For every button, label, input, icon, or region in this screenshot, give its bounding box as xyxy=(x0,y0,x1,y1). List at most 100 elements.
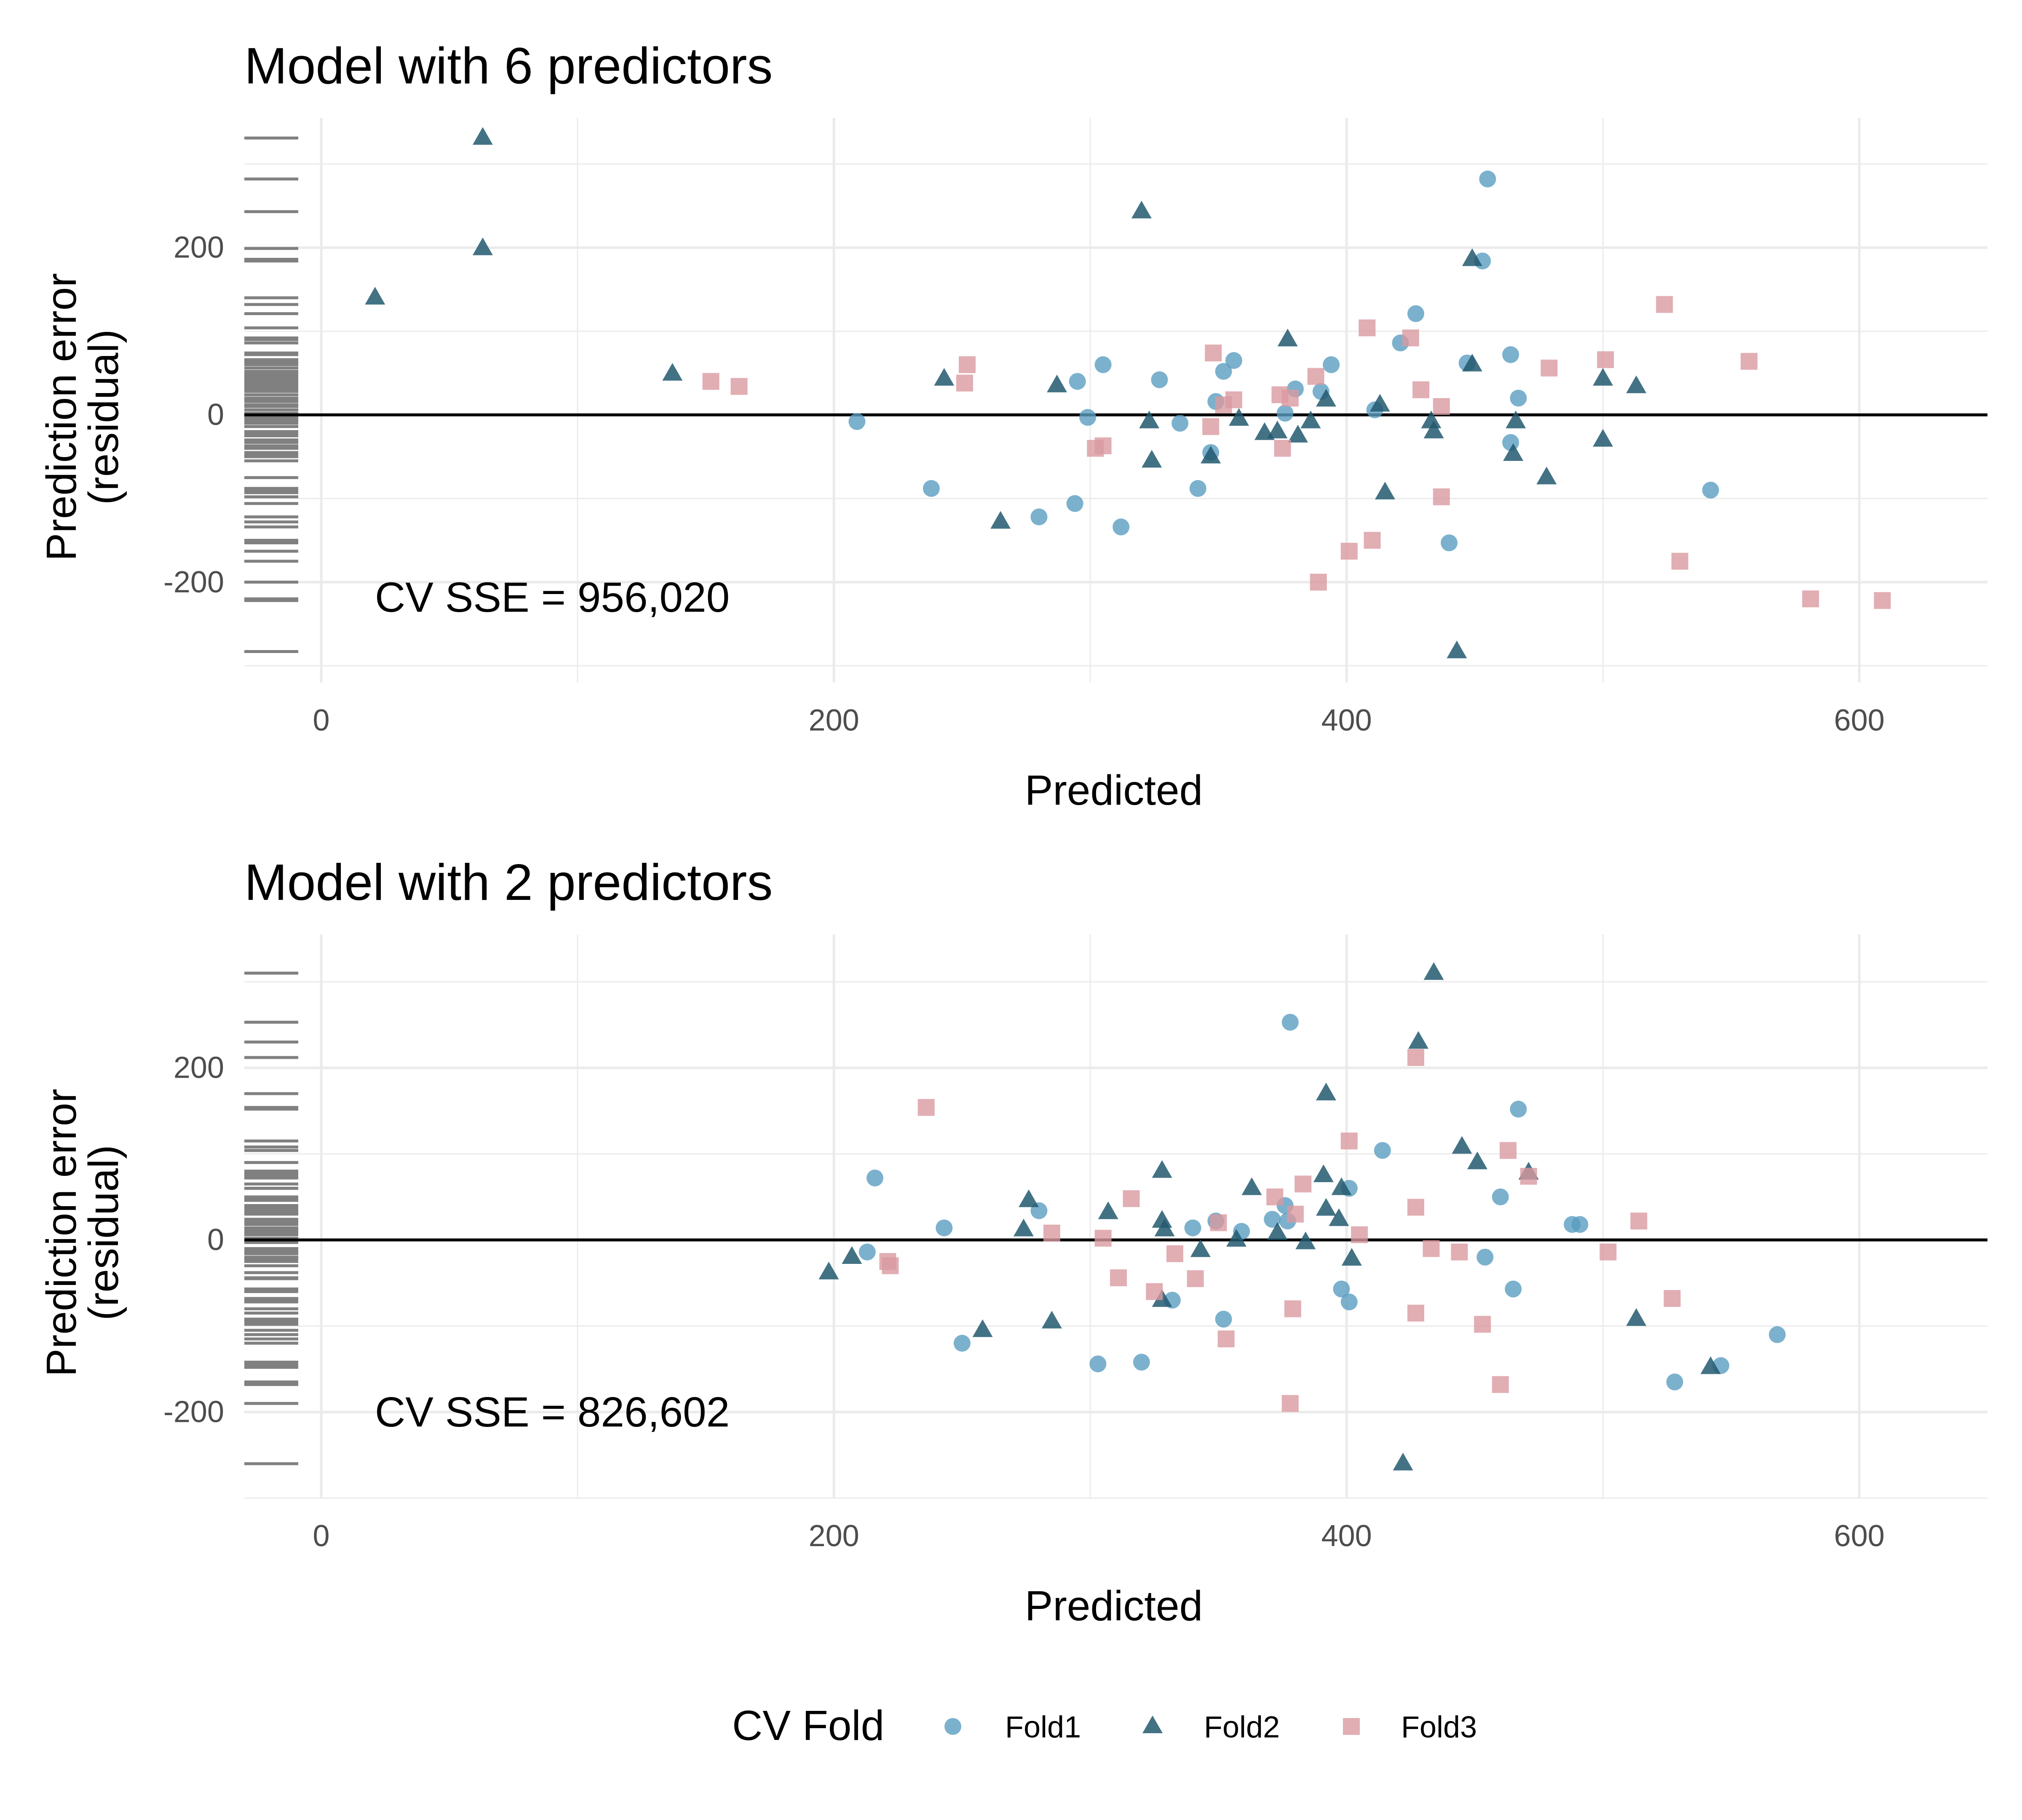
point-fold2 xyxy=(1229,408,1249,426)
point-fold3 xyxy=(1671,553,1688,570)
point-fold2 xyxy=(1369,393,1390,412)
point-fold2 xyxy=(1226,1229,1247,1247)
point-fold1 xyxy=(1502,346,1519,363)
point-fold2 xyxy=(1626,375,1647,393)
point-fold3 xyxy=(882,1257,899,1274)
point-fold1 xyxy=(1510,390,1527,407)
residual-rug xyxy=(244,136,298,653)
point-fold2 xyxy=(1462,248,1482,266)
point-fold2 xyxy=(1593,429,1613,447)
point-fold2 xyxy=(1190,1239,1211,1257)
point-fold2 xyxy=(1447,640,1467,658)
point-fold3 xyxy=(1599,1243,1617,1261)
point-fold2 xyxy=(365,286,385,305)
point-fold1 xyxy=(866,1170,883,1187)
y-axis-title: Prediction error (residual) xyxy=(38,273,127,561)
point-fold1 xyxy=(1133,1354,1150,1371)
point-fold3 xyxy=(1205,344,1222,361)
point-fold3 xyxy=(1656,296,1673,313)
point-fold1 xyxy=(1769,1326,1786,1343)
legend-item-fold1: Fold1 xyxy=(944,1710,1081,1744)
x-tick-label: 600 xyxy=(1834,704,1885,737)
point-fold3 xyxy=(1364,532,1381,549)
point-fold1 xyxy=(1184,1219,1201,1237)
y-tick-label: -200 xyxy=(163,1395,224,1429)
point-fold3 xyxy=(1664,1290,1681,1307)
point-fold1 xyxy=(1276,404,1294,422)
y-tick-label: 200 xyxy=(174,231,224,265)
point-fold1 xyxy=(1089,1355,1107,1373)
point-fold3 xyxy=(917,1099,935,1116)
residual-panel-6-predictors: Model with 6 predictors -200 0 200 0 200 400… xyxy=(38,37,1987,814)
point-fold2 xyxy=(1300,410,1321,428)
cv-sse-annotation: CV SSE = 826,602 xyxy=(375,1389,730,1436)
point-fold1 xyxy=(1479,170,1496,187)
x-tick-label: 400 xyxy=(1321,1519,1372,1553)
point-fold2 xyxy=(1423,420,1444,439)
point-fold2 xyxy=(472,237,493,255)
legend-item-fold2: Fold2 xyxy=(1142,1710,1280,1744)
point-fold3 xyxy=(1274,440,1291,457)
panel-title: Model with 6 predictors xyxy=(244,37,773,94)
x-axis-title: Predicted xyxy=(1025,1582,1203,1630)
point-fold2 xyxy=(1277,329,1298,347)
point-fold1 xyxy=(1702,482,1719,499)
point-fold2 xyxy=(1142,450,1162,468)
point-fold2 xyxy=(1329,1208,1349,1226)
point-fold2 xyxy=(1408,1031,1429,1049)
point-fold3 xyxy=(1043,1224,1060,1242)
legend-label: Fold3 xyxy=(1401,1710,1477,1744)
point-fold3 xyxy=(1351,1226,1368,1243)
x-tick-labels: 0 200 400 600 xyxy=(313,704,1885,737)
point-fold3 xyxy=(1359,319,1376,337)
point-fold1 xyxy=(848,413,866,430)
point-fold1 xyxy=(1069,373,1086,390)
point-fold3 xyxy=(1295,1175,1312,1193)
point-fold2 xyxy=(842,1246,862,1264)
point-fold1 xyxy=(1441,534,1458,551)
y-tick-label: 200 xyxy=(174,1051,224,1085)
point-fold1 xyxy=(1476,1249,1494,1266)
point-fold2 xyxy=(1041,1311,1062,1329)
point-fold2 xyxy=(1139,410,1160,428)
point-fold3 xyxy=(1202,418,1220,435)
point-fold2 xyxy=(1393,1453,1413,1471)
legend-key-square xyxy=(1343,1718,1360,1735)
point-fold3 xyxy=(1433,488,1450,506)
x-tick-label: 400 xyxy=(1321,704,1372,737)
point-fold1 xyxy=(923,480,940,497)
point-fold3 xyxy=(1500,1142,1517,1159)
cv-sse-annotation: CV SSE = 956,020 xyxy=(375,574,730,621)
point-fold1 xyxy=(859,1243,876,1261)
point-fold1 xyxy=(1666,1373,1683,1391)
point-fold2 xyxy=(972,1319,993,1337)
point-fold1 xyxy=(1215,363,1232,380)
point-fold2 xyxy=(818,1261,839,1279)
point-fold2 xyxy=(1047,375,1067,393)
point-fold2 xyxy=(1267,420,1288,439)
point-fold3 xyxy=(1402,329,1419,347)
point-fold3 xyxy=(1741,353,1758,370)
point-fold1 xyxy=(1281,1014,1299,1031)
point-fold3 xyxy=(1094,437,1112,455)
point-fold3 xyxy=(1451,1243,1468,1261)
legend-key-triangle xyxy=(1142,1716,1163,1733)
point-fold3 xyxy=(1407,1049,1424,1066)
point-fold2 xyxy=(990,511,1011,529)
point-fold1 xyxy=(1151,371,1168,388)
point-fold2 xyxy=(1316,1082,1336,1100)
point-fold3 xyxy=(1187,1270,1204,1287)
point-fold1 xyxy=(1571,1216,1589,1233)
residual-rug xyxy=(244,972,298,1465)
panel-title: Model with 2 predictors xyxy=(244,854,773,911)
point-fold1 xyxy=(1505,1280,1522,1298)
point-fold2 xyxy=(1452,1136,1472,1154)
y-tick-label: -200 xyxy=(163,565,224,599)
point-fold3 xyxy=(1166,1245,1183,1262)
point-fold3 xyxy=(1802,590,1819,608)
point-fold1 xyxy=(1264,1211,1281,1228)
y-axis-title-line-2: (residual) xyxy=(80,1145,127,1321)
point-fold2 xyxy=(1154,1218,1175,1237)
point-fold2 xyxy=(1295,1231,1316,1250)
point-fold3 xyxy=(1217,1330,1235,1348)
